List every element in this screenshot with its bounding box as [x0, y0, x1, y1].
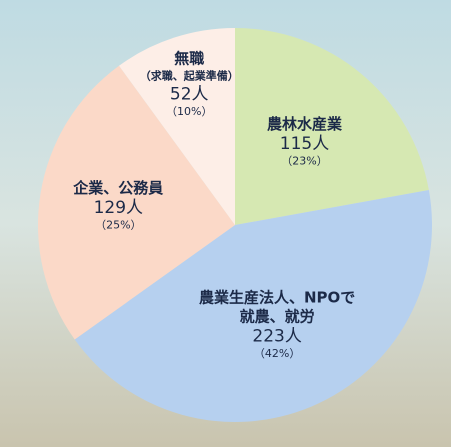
value-label: 129人 [94, 198, 143, 218]
category-label: 企業、公務員 [72, 179, 163, 197]
value-label: 223人 [252, 326, 301, 346]
category-label: 無職 [174, 50, 204, 68]
category-label: （求職、起業準備） [140, 69, 239, 83]
percent-label: （23%） [281, 154, 327, 167]
chart: 農林水産業115人（23%） 農業生産法人、NPOで就農、就労223人（42%） 企… [0, 0, 451, 447]
value-label: 52人 [170, 85, 209, 105]
category-label: 農業生産法人、NPOで [199, 288, 355, 306]
percent-label: （25%） [95, 219, 141, 232]
percent-label: （10%） [166, 105, 212, 118]
category-label: 農林水産業 [267, 115, 343, 133]
value-label: 115人 [280, 134, 329, 154]
category-label: 就農、就労 [240, 307, 315, 325]
percent-label: （42%） [254, 347, 300, 360]
